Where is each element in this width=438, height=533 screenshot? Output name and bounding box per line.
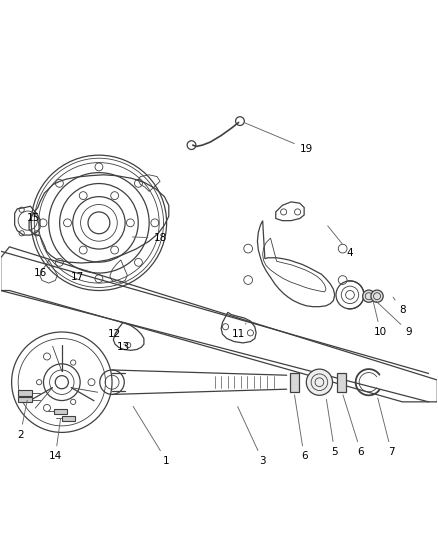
Text: 5: 5 — [326, 399, 338, 457]
Bar — [62, 416, 75, 421]
Text: 6: 6 — [294, 395, 307, 462]
Bar — [18, 391, 32, 395]
Text: 4: 4 — [328, 226, 353, 259]
Text: 7: 7 — [378, 398, 395, 457]
Text: 8: 8 — [393, 297, 406, 315]
Text: 1: 1 — [133, 406, 170, 466]
Text: 9: 9 — [376, 301, 412, 337]
Text: 16: 16 — [33, 268, 49, 278]
Bar — [290, 373, 299, 392]
Text: 17: 17 — [71, 270, 87, 282]
Text: 2: 2 — [17, 400, 27, 440]
Circle shape — [371, 290, 383, 302]
Text: 19: 19 — [244, 123, 313, 154]
Text: 10: 10 — [373, 302, 387, 337]
Bar — [18, 397, 32, 402]
Text: 6: 6 — [343, 395, 364, 457]
Text: 3: 3 — [238, 407, 266, 466]
Text: 13: 13 — [117, 342, 130, 352]
Circle shape — [306, 369, 332, 395]
Text: 14: 14 — [49, 418, 62, 462]
Text: 15: 15 — [27, 214, 40, 223]
Text: 18: 18 — [132, 233, 167, 243]
Circle shape — [363, 290, 375, 302]
Text: 12: 12 — [108, 329, 121, 339]
Bar — [54, 409, 67, 414]
Bar — [337, 373, 346, 392]
Text: 11: 11 — [232, 323, 246, 339]
